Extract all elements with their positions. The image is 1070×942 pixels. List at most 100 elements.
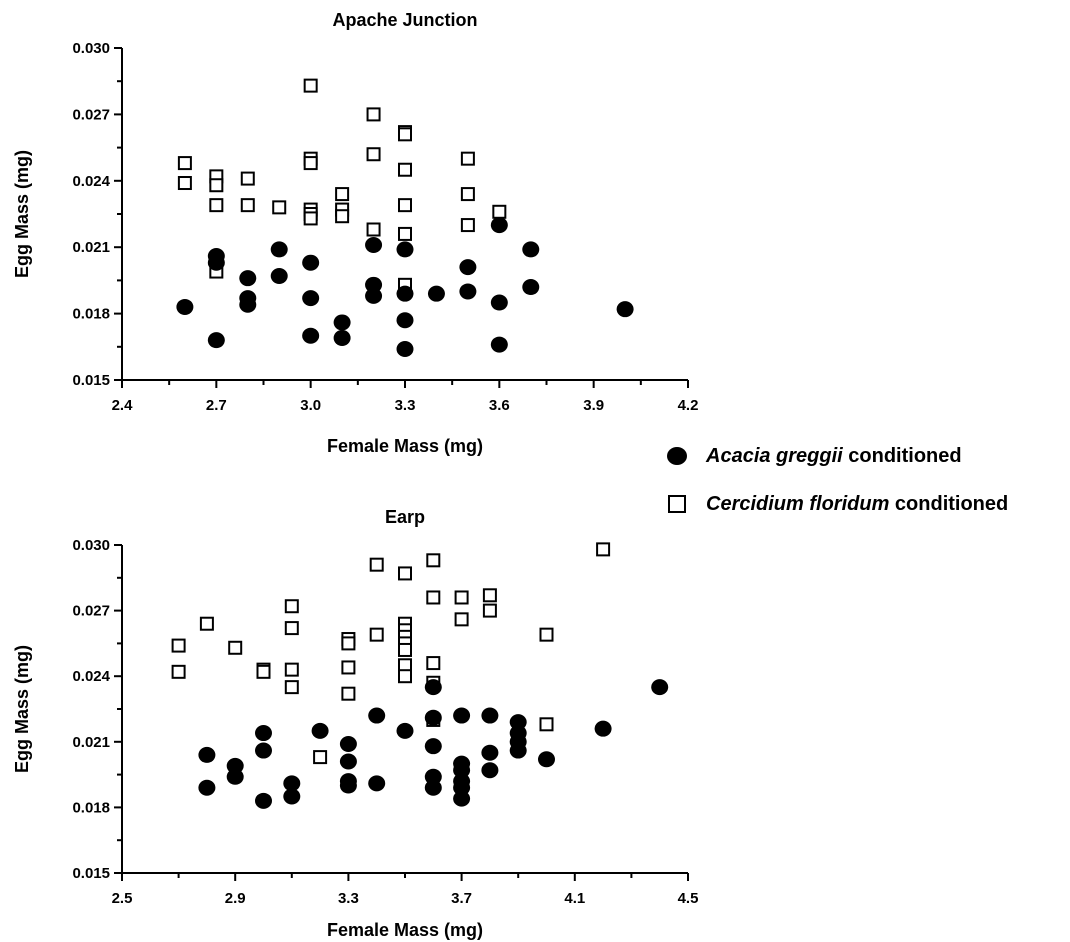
y-tick-label: 0.030: [72, 537, 110, 554]
acacia-point: [424, 779, 442, 796]
cercidium-point: [366, 107, 381, 122]
cercidium-point: [335, 187, 350, 202]
acacia-point: [198, 746, 216, 763]
y-tick-label: 0.021: [72, 734, 110, 751]
cercidium-point: [284, 680, 299, 695]
y-tick-label: 0.024: [72, 668, 110, 685]
acacia-point: [481, 744, 499, 761]
acacia-point: [490, 336, 508, 353]
cercidium-point: [426, 553, 441, 568]
cercidium-point: [284, 621, 299, 636]
acacia-point: [453, 779, 471, 796]
acacia-point: [509, 742, 527, 759]
cercidium-point: [171, 638, 186, 653]
acacia-point: [490, 294, 508, 311]
cercidium-point: [228, 640, 243, 655]
x-tick-label: 3.0: [300, 397, 321, 414]
x-tick-label: 4.1: [564, 890, 585, 907]
legend-label: Acacia greggii conditioned: [706, 445, 962, 468]
acacia-point: [424, 768, 442, 785]
cercidium-point: [454, 590, 469, 605]
x-tick-label: 4.5: [678, 890, 699, 907]
cercidium-point: [398, 198, 412, 213]
legend-species: Cercidium floridum: [706, 492, 890, 515]
cercidium-point: [240, 171, 255, 186]
legend-item-acacia: Acacia greggii conditioned: [664, 441, 1008, 471]
open-square-marker-icon: [664, 495, 690, 513]
acacia-point: [368, 707, 386, 724]
cercidium-point: [303, 156, 318, 171]
acacia-point: [459, 283, 477, 300]
cercidium-point: [366, 222, 381, 237]
cercidium-point: [398, 162, 412, 177]
cercidium-point: [482, 588, 497, 603]
cercidium-point: [482, 603, 497, 618]
series-cercidium: [177, 78, 507, 292]
x-tick-label: 2.5: [112, 890, 133, 907]
cercidium-point: [284, 662, 299, 677]
cercidium-point: [177, 156, 192, 171]
cercidium-point: [341, 686, 356, 701]
acacia-point: [302, 254, 320, 271]
acacia-point: [207, 332, 225, 349]
y-tick-label: 0.018: [72, 799, 110, 816]
cercidium-point: [341, 636, 356, 651]
acacia-point: [365, 276, 383, 293]
series-cercidium: [171, 542, 611, 765]
cercidium-point: [398, 642, 412, 657]
x-tick-label: 3.3: [395, 397, 416, 414]
acacia-point: [176, 298, 194, 315]
cercidium-point: [492, 204, 507, 219]
legend-species: Acacia greggii: [706, 444, 843, 467]
y-tick-label: 0.021: [72, 239, 110, 256]
acacia-point: [481, 762, 499, 779]
acacia-point: [339, 735, 357, 752]
cercidium-point: [539, 627, 554, 642]
acacia-point: [396, 285, 414, 302]
chart-earp: Earp 0.015 0.018 0.021 0.024 0.027 0.030 2.5 2.9…: [12, 507, 698, 940]
x-tick-label: 2.9: [225, 890, 246, 907]
filled-circle-marker-icon: [664, 447, 690, 465]
cercidium-point: [369, 627, 384, 642]
chart-title: Apache Junction: [332, 10, 477, 30]
acacia-point: [396, 241, 414, 258]
cercidium-point: [460, 151, 475, 166]
cercidium-point: [284, 599, 299, 614]
x-tick-label: 3.9: [583, 397, 604, 414]
cercidium-point: [303, 211, 318, 226]
acacia-point: [339, 753, 357, 770]
acacia-point: [207, 254, 225, 271]
legend-suffix: conditioned: [889, 492, 1009, 515]
acacia-point: [481, 707, 499, 724]
acacia-point: [453, 790, 471, 807]
cercidium-point: [177, 176, 192, 191]
acacia-point: [239, 270, 257, 287]
x-tick-label: 3.7: [451, 890, 472, 907]
cercidium-point: [460, 218, 475, 233]
cercidium-point: [313, 750, 328, 765]
acacia-point: [522, 241, 540, 258]
y-axis-label: Egg Mass (mg): [12, 645, 32, 773]
acacia-point: [283, 775, 301, 792]
chart-title: Earp: [385, 507, 425, 527]
cercidium-point: [596, 542, 611, 557]
acacia-point: [459, 259, 477, 276]
y-tick-label: 0.027: [72, 106, 110, 123]
acacia-point: [424, 738, 442, 755]
x-tick-label: 3.6: [489, 397, 510, 414]
cercidium-point: [398, 566, 412, 581]
acacia-point: [339, 777, 357, 794]
legend-suffix: conditioned: [842, 444, 962, 467]
acacia-point: [270, 241, 288, 258]
acacia-point: [255, 742, 272, 759]
cercidium-point: [256, 664, 271, 679]
acacia-point: [490, 217, 508, 234]
acacia-point: [424, 679, 442, 696]
acacia-point: [333, 314, 351, 331]
acacia-point: [424, 709, 442, 726]
acacia-point: [255, 792, 272, 809]
acacia-point: [365, 287, 383, 304]
acacia-point: [226, 768, 244, 785]
cercidium-point: [272, 200, 287, 215]
acacia-point: [239, 296, 257, 313]
